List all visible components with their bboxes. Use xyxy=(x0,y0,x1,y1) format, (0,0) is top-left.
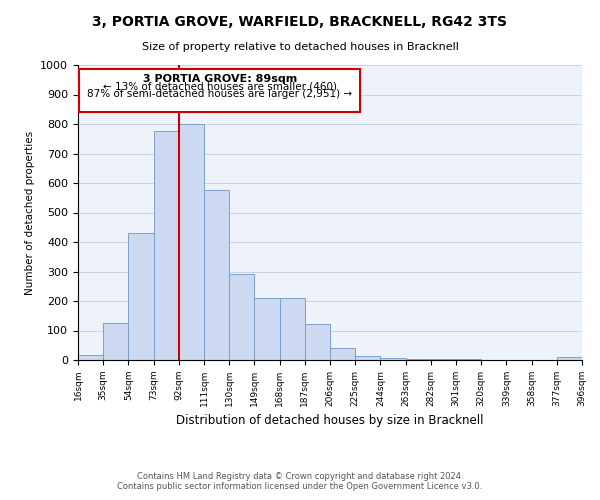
Text: 87% of semi-detached houses are larger (2,951) →: 87% of semi-detached houses are larger (… xyxy=(87,88,352,99)
Y-axis label: Number of detached properties: Number of detached properties xyxy=(25,130,35,294)
Bar xyxy=(280,298,305,360)
Bar xyxy=(557,357,582,360)
X-axis label: Distribution of detached houses by size in Bracknell: Distribution of detached houses by size … xyxy=(176,414,484,428)
Text: 3 PORTIA GROVE: 89sqm: 3 PORTIA GROVE: 89sqm xyxy=(143,74,297,84)
Bar xyxy=(380,358,406,360)
Bar xyxy=(103,323,128,360)
Bar xyxy=(179,124,204,360)
Text: 3, PORTIA GROVE, WARFIELD, BRACKNELL, RG42 3TS: 3, PORTIA GROVE, WARFIELD, BRACKNELL, RG… xyxy=(92,15,508,29)
Bar xyxy=(355,356,380,360)
Text: Contains HM Land Registry data © Crown copyright and database right 2024.: Contains HM Land Registry data © Crown c… xyxy=(137,472,463,481)
Bar xyxy=(254,298,280,360)
Bar xyxy=(330,348,355,360)
Bar xyxy=(406,359,431,360)
Bar xyxy=(78,354,103,360)
Bar xyxy=(128,233,154,360)
FancyBboxPatch shape xyxy=(79,70,360,112)
Bar xyxy=(305,324,330,360)
Text: Contains public sector information licensed under the Open Government Licence v3: Contains public sector information licen… xyxy=(118,482,482,491)
Bar xyxy=(204,190,229,360)
Text: ← 13% of detached houses are smaller (460): ← 13% of detached houses are smaller (46… xyxy=(103,82,337,92)
Text: Size of property relative to detached houses in Bracknell: Size of property relative to detached ho… xyxy=(142,42,458,52)
Bar xyxy=(229,274,254,360)
Bar xyxy=(154,132,179,360)
